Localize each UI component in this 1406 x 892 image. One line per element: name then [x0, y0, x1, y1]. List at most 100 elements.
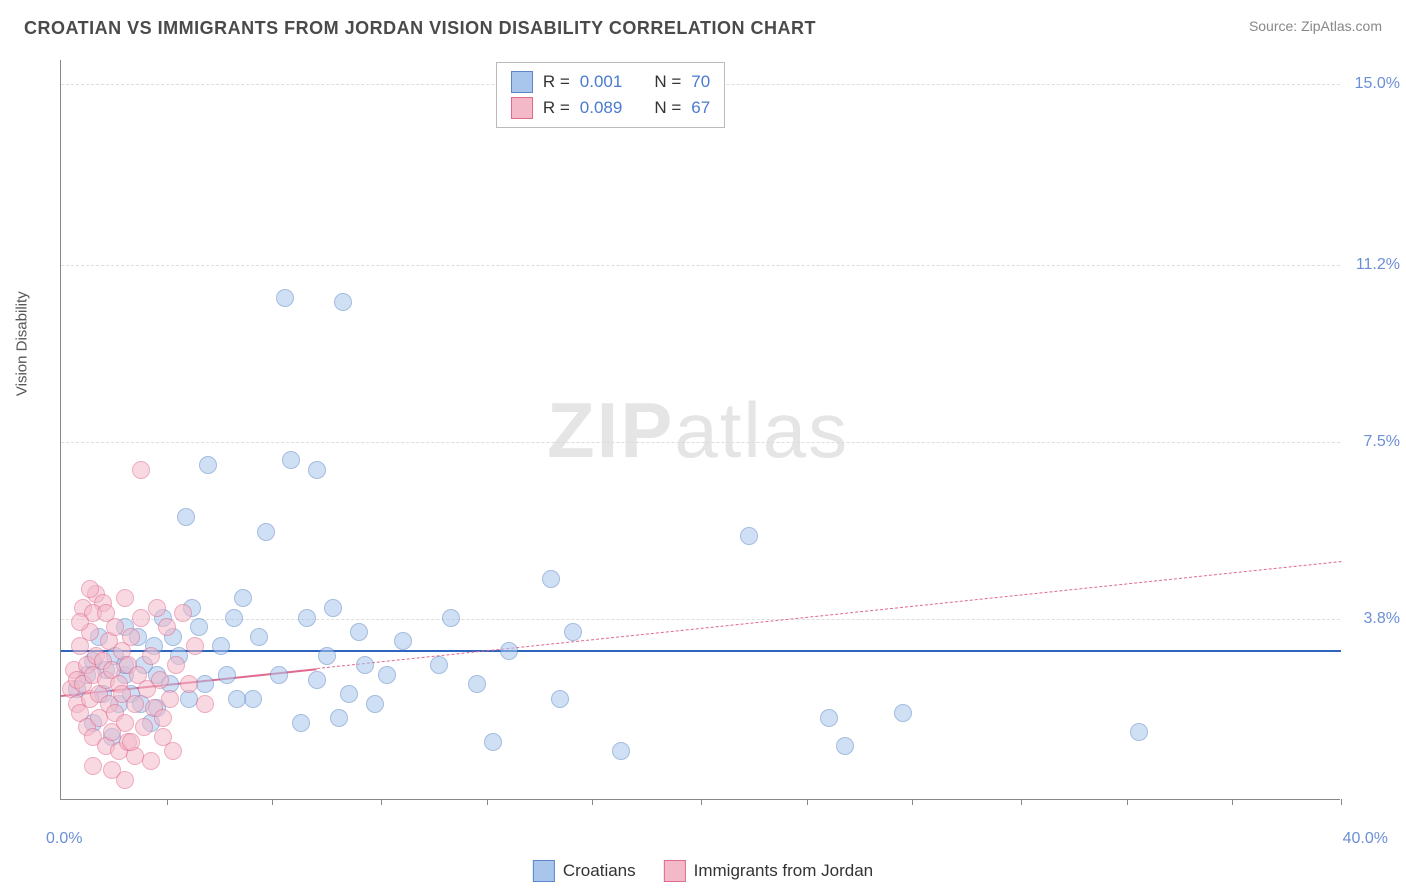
stat-r-value: 0.001 — [580, 72, 623, 92]
scatter-point — [234, 589, 252, 607]
scatter-point — [334, 293, 352, 311]
scatter-point — [244, 690, 262, 708]
scatter-point — [180, 675, 198, 693]
scatter-point — [154, 709, 172, 727]
trend-line — [61, 650, 1341, 652]
scatter-point — [225, 609, 243, 627]
chart-title: CROATIAN VS IMMIGRANTS FROM JORDAN VISIO… — [24, 18, 816, 39]
legend-item: Immigrants from Jordan — [664, 860, 874, 882]
scatter-point — [148, 599, 166, 617]
bottom-legend: Croatians Immigrants from Jordan — [533, 860, 873, 882]
x-tick — [1127, 799, 1128, 805]
scatter-point — [484, 733, 502, 751]
scatter-point — [324, 599, 342, 617]
stats-legend: R = 0.001 N = 70 R = 0.089 N = 67 — [496, 62, 725, 128]
scatter-point — [135, 718, 153, 736]
legend-swatch — [511, 71, 533, 93]
legend-label: Immigrants from Jordan — [694, 861, 874, 881]
scatter-point — [356, 656, 374, 674]
scatter-point — [142, 752, 160, 770]
x-axis-max-label: 40.0% — [1343, 830, 1388, 848]
scatter-point — [122, 628, 140, 646]
scatter-point — [836, 737, 854, 755]
x-tick — [167, 799, 168, 805]
scatter-point — [132, 609, 150, 627]
source-attribution: Source: ZipAtlas.com — [1249, 18, 1382, 34]
scatter-point — [212, 637, 230, 655]
scatter-point — [551, 690, 569, 708]
stats-row: R =0.001N =70 — [511, 69, 710, 95]
legend-swatch — [511, 97, 533, 119]
x-tick — [912, 799, 913, 805]
scatter-point — [542, 570, 560, 588]
scatter-point — [199, 456, 217, 474]
scatter-point — [257, 523, 275, 541]
scatter-point — [468, 675, 486, 693]
scatter-point — [276, 289, 294, 307]
gridline — [61, 265, 1340, 266]
scatter-point — [612, 742, 630, 760]
scatter-point — [151, 671, 169, 689]
scatter-point — [366, 695, 384, 713]
scatter-point — [564, 623, 582, 641]
x-tick — [1021, 799, 1022, 805]
scatter-point — [186, 637, 204, 655]
watermark-atlas: atlas — [674, 386, 849, 474]
stat-r-label: R = — [543, 72, 570, 92]
scatter-point — [292, 714, 310, 732]
scatter-point — [161, 690, 179, 708]
gridline — [61, 619, 1340, 620]
scatter-point — [122, 733, 140, 751]
stat-n-label: N = — [654, 98, 681, 118]
scatter-point — [196, 675, 214, 693]
stat-n-value: 67 — [691, 98, 710, 118]
scatter-point — [1130, 723, 1148, 741]
stats-row: R = 0.089 N = 67 — [511, 95, 710, 121]
scatter-point — [500, 642, 518, 660]
scatter-point — [298, 609, 316, 627]
scatter-point — [116, 589, 134, 607]
scatter-point — [228, 690, 246, 708]
legend-label: Croatians — [563, 861, 636, 881]
x-tick — [272, 799, 273, 805]
header: CROATIAN VS IMMIGRANTS FROM JORDAN VISIO… — [0, 0, 1406, 39]
scatter-point — [394, 632, 412, 650]
trend-line — [317, 561, 1341, 669]
scatter-point — [270, 666, 288, 684]
stat-r-label: R = — [543, 98, 570, 118]
scatter-point — [116, 771, 134, 789]
scatter-point — [84, 757, 102, 775]
scatter-point — [71, 613, 89, 631]
x-tick — [381, 799, 382, 805]
scatter-point — [81, 580, 99, 598]
legend-swatch — [533, 860, 555, 882]
stat-n-value: 70 — [691, 72, 710, 92]
scatter-point — [378, 666, 396, 684]
x-tick — [1232, 799, 1233, 805]
x-tick — [1341, 799, 1342, 805]
watermark-zip: ZIP — [547, 386, 674, 474]
scatter-point — [177, 508, 195, 526]
scatter-point — [190, 618, 208, 636]
gridline — [61, 442, 1340, 443]
scatter-point — [308, 671, 326, 689]
y-axis-label: Vision Disability — [14, 291, 31, 396]
scatter-point — [126, 695, 144, 713]
scatter-point — [97, 604, 115, 622]
scatter-point — [218, 666, 236, 684]
scatter-point — [340, 685, 358, 703]
scatter-point — [330, 709, 348, 727]
y-tick-label: 3.8% — [1364, 610, 1400, 628]
legend-swatch — [664, 860, 686, 882]
scatter-point — [430, 656, 448, 674]
chart-area: Vision Disability ZIPatlas 3.8%7.5%11.2%… — [50, 60, 1370, 820]
plot-region: ZIPatlas 3.8%7.5%11.2%15.0%R =0.001N =70… — [60, 60, 1340, 800]
scatter-point — [158, 618, 176, 636]
y-tick-label: 15.0% — [1355, 75, 1400, 93]
scatter-point — [894, 704, 912, 722]
stat-r-value: 0.089 — [580, 98, 623, 118]
scatter-point — [167, 656, 185, 674]
scatter-point — [308, 461, 326, 479]
scatter-point — [282, 451, 300, 469]
scatter-point — [820, 709, 838, 727]
